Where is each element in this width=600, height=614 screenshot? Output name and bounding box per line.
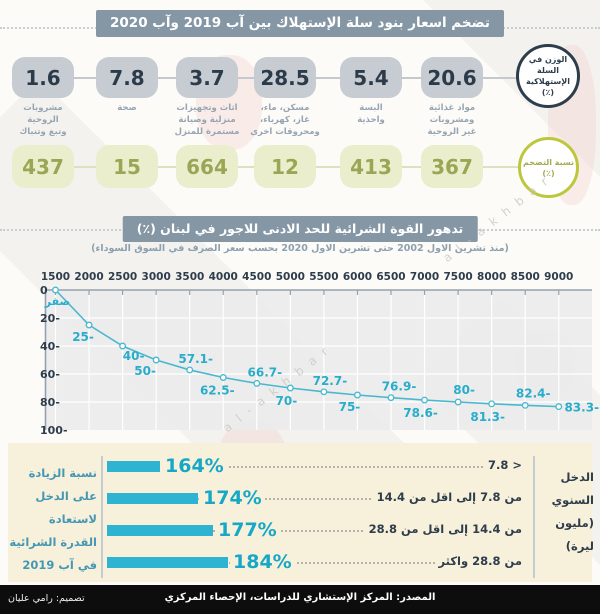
connector-line bbox=[74, 166, 96, 168]
svg-text:4500: 4500 bbox=[242, 271, 271, 283]
percent-bar bbox=[107, 461, 160, 472]
svg-text:8000: 8000 bbox=[477, 271, 506, 283]
percent-bar bbox=[107, 525, 213, 536]
percent-bar bbox=[107, 493, 198, 504]
svg-text:6000: 6000 bbox=[343, 271, 372, 283]
weight-box: 20.6 bbox=[421, 57, 483, 98]
page-title: تضخم اسعار بنود سلة الإستهلاك بين آب 201… bbox=[96, 10, 504, 37]
svg-text:2500: 2500 bbox=[108, 271, 137, 283]
svg-text:-82.4: -82.4 bbox=[516, 386, 551, 400]
category-label: مواد غذائية ومشروبات غير الروحية bbox=[427, 103, 477, 137]
svg-text:-66.7: -66.7 bbox=[248, 365, 283, 379]
connector-line bbox=[74, 77, 96, 79]
design-credit: تصميم: رامي عليان bbox=[8, 593, 85, 604]
percent-value: 164% bbox=[162, 455, 227, 477]
svg-text:-57.1: -57.1 bbox=[178, 352, 213, 366]
category-label: اثاث وتجهيزات منزلية وصيانة مستمرة للمنز… bbox=[174, 103, 240, 137]
footer-bar: المصدر: المركز الإستشاري للدراسات، الإحص… bbox=[0, 585, 600, 614]
svg-text:7000: 7000 bbox=[410, 271, 439, 283]
percent-value: 177% bbox=[215, 519, 280, 541]
svg-text:-62.5: -62.5 bbox=[200, 384, 235, 398]
inflation-box: 437 bbox=[12, 145, 74, 188]
svg-text:-60: -60 bbox=[40, 368, 60, 381]
svg-text:-83.3: -83.3 bbox=[564, 401, 599, 415]
connector-line bbox=[402, 166, 421, 168]
weight-box: 1.6 bbox=[12, 57, 74, 98]
svg-text:-81.3: -81.3 bbox=[470, 410, 505, 424]
svg-text:7500: 7500 bbox=[443, 271, 472, 283]
line-chart-svg: 1500 2000 2500 3000 3500 4000 4500 5000 5500 6000… bbox=[40, 271, 599, 437]
inflation-rate-circle: نسبة التضخم (٪) bbox=[518, 137, 579, 198]
svg-text:5000: 5000 bbox=[276, 271, 305, 283]
divider-left bbox=[101, 456, 103, 578]
connector-line bbox=[402, 77, 421, 79]
connector-line bbox=[238, 166, 254, 168]
connector-line bbox=[483, 77, 516, 79]
svg-text:-50: -50 bbox=[134, 364, 156, 378]
chart-title: تدهور القوة الشرائية للحد الادنى للاجور … bbox=[122, 216, 478, 242]
svg-text:2000: 2000 bbox=[74, 271, 103, 283]
svg-text:-75: -75 bbox=[339, 400, 361, 414]
weight-box: 5.4 bbox=[340, 57, 402, 98]
annual-income-label: الدخل السنوي (مليون ليرة) bbox=[551, 470, 594, 553]
income-bracket-label: 7.8 > bbox=[483, 458, 526, 472]
category-label: البسة واحذية bbox=[357, 103, 385, 125]
category-label: صحة bbox=[117, 103, 137, 113]
chart-subtitle: (منذ تشرين الاول 2002 حتى تشرين الاول 20… bbox=[91, 243, 509, 254]
inflation-box: 664 bbox=[176, 145, 238, 188]
svg-text:-70: -70 bbox=[276, 394, 298, 408]
weight-box: 3.7 bbox=[176, 57, 238, 98]
income-bracket-label: من 28.8 واكثر bbox=[434, 554, 526, 568]
source-credit: المصدر: المركز الإستشاري للدراسات، الإحص… bbox=[164, 592, 436, 603]
weight-box: 7.8 bbox=[96, 57, 158, 98]
income-bracket-label: من 14.4 إلى اقل من 28.8 bbox=[364, 522, 526, 536]
connector-line bbox=[483, 166, 518, 168]
svg-text:صفر: صفر bbox=[44, 295, 70, 308]
svg-text:5500: 5500 bbox=[309, 271, 338, 283]
connector-line bbox=[316, 166, 340, 168]
svg-text:6500: 6500 bbox=[376, 271, 405, 283]
svg-text:8500: 8500 bbox=[511, 271, 540, 283]
connector-line bbox=[238, 77, 254, 79]
connector-line bbox=[158, 77, 176, 79]
inflation-box: 12 bbox=[254, 145, 316, 188]
svg-text:-100: -100 bbox=[40, 424, 68, 437]
divider-right bbox=[533, 456, 535, 578]
inflation-box: 413 bbox=[340, 145, 402, 188]
svg-text:-72.7: -72.7 bbox=[313, 374, 348, 388]
dotted-leader bbox=[170, 562, 526, 564]
category-label: مسكن، ماء، غاز، كهرباء، ومحروقات اخرى bbox=[250, 103, 320, 137]
svg-text:-25: -25 bbox=[72, 330, 94, 344]
percent-value: 174% bbox=[200, 487, 265, 509]
inflation-box: 15 bbox=[96, 145, 158, 188]
svg-text:1500: 1500 bbox=[41, 271, 70, 283]
svg-text:-40: -40 bbox=[123, 349, 145, 363]
svg-text:-20: -20 bbox=[40, 312, 60, 325]
svg-text:-40: -40 bbox=[40, 340, 60, 353]
connector-line bbox=[316, 77, 340, 79]
svg-text:9000: 9000 bbox=[544, 271, 573, 283]
svg-text:4000: 4000 bbox=[209, 271, 238, 283]
svg-text:3000: 3000 bbox=[142, 271, 171, 283]
svg-text:-76.9: -76.9 bbox=[382, 380, 417, 394]
svg-text:-78.6: -78.6 bbox=[403, 406, 438, 420]
income-bracket-label: من 7.8 إلى اقل من 14.4 bbox=[372, 490, 526, 504]
bars-left-label: نسبة الزيادة على الدخل لاستعادة القدرة ا… bbox=[9, 466, 97, 572]
percent-bar bbox=[107, 557, 228, 568]
category-label: مشروبات الروحية وتبغ وتنباك bbox=[19, 103, 67, 137]
inflation-box: 367 bbox=[421, 145, 483, 188]
weight-in-basket-circle: الوزن في السلة الإستهلاكية (٪) bbox=[516, 44, 580, 108]
svg-text:-80: -80 bbox=[453, 383, 475, 397]
connector-line bbox=[158, 166, 176, 168]
purchasing-power-line-chart: 1500 2000 2500 3000 3500 4000 4500 5000 5500 6000… bbox=[0, 258, 600, 440]
percent-value: 184% bbox=[230, 551, 295, 573]
svg-text:-80: -80 bbox=[40, 396, 60, 409]
svg-text:3500: 3500 bbox=[175, 271, 204, 283]
weight-box: 28.5 bbox=[254, 57, 316, 98]
